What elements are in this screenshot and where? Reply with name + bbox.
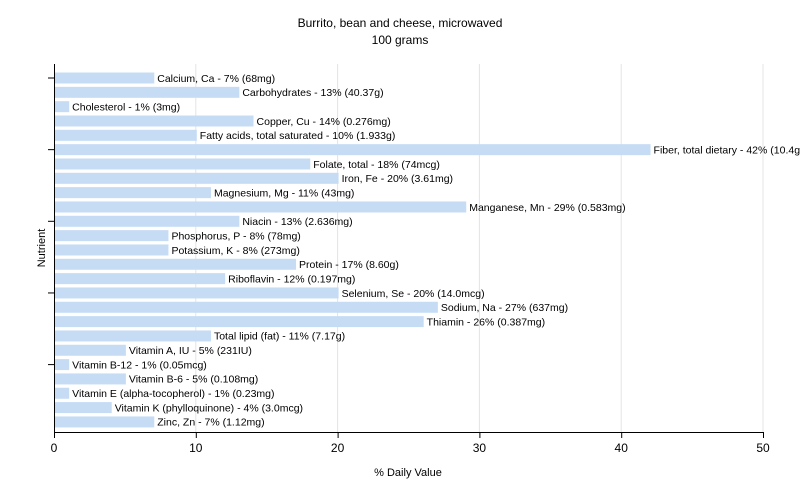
bar-label: Cholesterol - 1% (3mg) [72,101,180,113]
bar [55,158,311,170]
chart-subtitle: 100 grams [372,33,429,47]
bar [55,230,169,242]
bar [55,215,240,227]
bar [55,258,297,270]
bar [55,301,438,313]
bar [55,359,70,371]
bar [55,316,424,328]
x-tick-label: 30 [473,441,487,455]
bar [55,273,226,285]
bar-label: Fiber, total dietary - 42% (10.4g) [654,144,800,156]
bar [55,172,339,184]
bar [55,101,70,113]
x-tick-label: 10 [189,441,203,455]
bar-label: Protein - 17% (8.60g) [299,259,399,271]
bar-label: Folate, total - 18% (74mcg) [313,159,440,171]
bar-label: Thiamin - 26% (0.387mg) [427,316,545,328]
bar [55,201,467,213]
bar-labels: Calcium, Ca - 7% (68mg) Carbohydrates - 1… [72,73,800,429]
bar-label: Vitamin E (alpha-tocopherol) - 1% (0.23m… [72,388,274,400]
bar [55,86,240,98]
bar [55,187,211,199]
bar-label: Sodium, Na - 27% (637mg) [441,302,568,314]
bar [55,115,254,127]
bar-label: Phosphorus, P - 8% (78mg) [171,230,300,242]
bar-label: Zinc, Zn - 7% (1.12mg) [157,417,264,429]
bar-label: Fatty acids, total saturated - 10% (1.93… [200,130,396,142]
axes [48,64,764,438]
bar [55,330,211,342]
bars [55,72,651,428]
bar-label: Iron, Fe - 20% (3.61mg) [342,173,453,185]
bar [55,387,70,399]
bar-label: Copper, Cu - 14% (0.276mg) [257,116,391,128]
bar [55,373,126,385]
x-tick-label: 20 [331,441,345,455]
bar-label: Potassium, K - 8% (273mg) [171,245,299,257]
bar-label: Manganese, Mn - 29% (0.583mg) [469,202,625,214]
grid-lines [195,64,764,432]
bar [55,287,339,299]
x-tick-label: 40 [615,441,629,455]
bar [55,402,112,414]
bar-label: Vitamin A, IU - 5% (231IU) [129,345,252,357]
x-tick-label: 0 [51,441,58,455]
bar [55,129,197,141]
x-tick-label: 50 [756,441,770,455]
bar-label: Calcium, Ca - 7% (68mg) [157,73,275,85]
bar-label: Niacin - 13% (2.636mg) [242,216,352,228]
chart-title: Burrito, bean and cheese, microwaved [298,16,503,30]
bar-label: Carbohydrates - 13% (40.37g) [242,87,383,99]
bar-label: Selenium, Se - 20% (14.0mcg) [342,288,485,300]
bar-label: Vitamin B-12 - 1% (0.05mcg) [72,359,207,371]
bar [55,144,651,156]
y-axis-title: Nutrient [36,229,48,268]
x-axis-title: % Daily Value [374,467,442,479]
bar-label: Total lipid (fat) - 11% (7.17g) [214,331,345,343]
bar-label: Riboflavin - 12% (0.197mg) [228,273,355,285]
bar [55,72,155,84]
x-tick-labels: 0 10 20 30 40 50 [51,441,770,455]
bar [55,344,126,356]
bar-label: Vitamin K (phylloquinone) - 4% (3.0mcg) [115,402,303,414]
bar [55,244,169,256]
bar-label: Magnesium, Mg - 11% (43mg) [214,187,354,199]
bar [55,416,155,428]
bar-label: Vitamin B-6 - 5% (0.108mg) [129,374,258,386]
